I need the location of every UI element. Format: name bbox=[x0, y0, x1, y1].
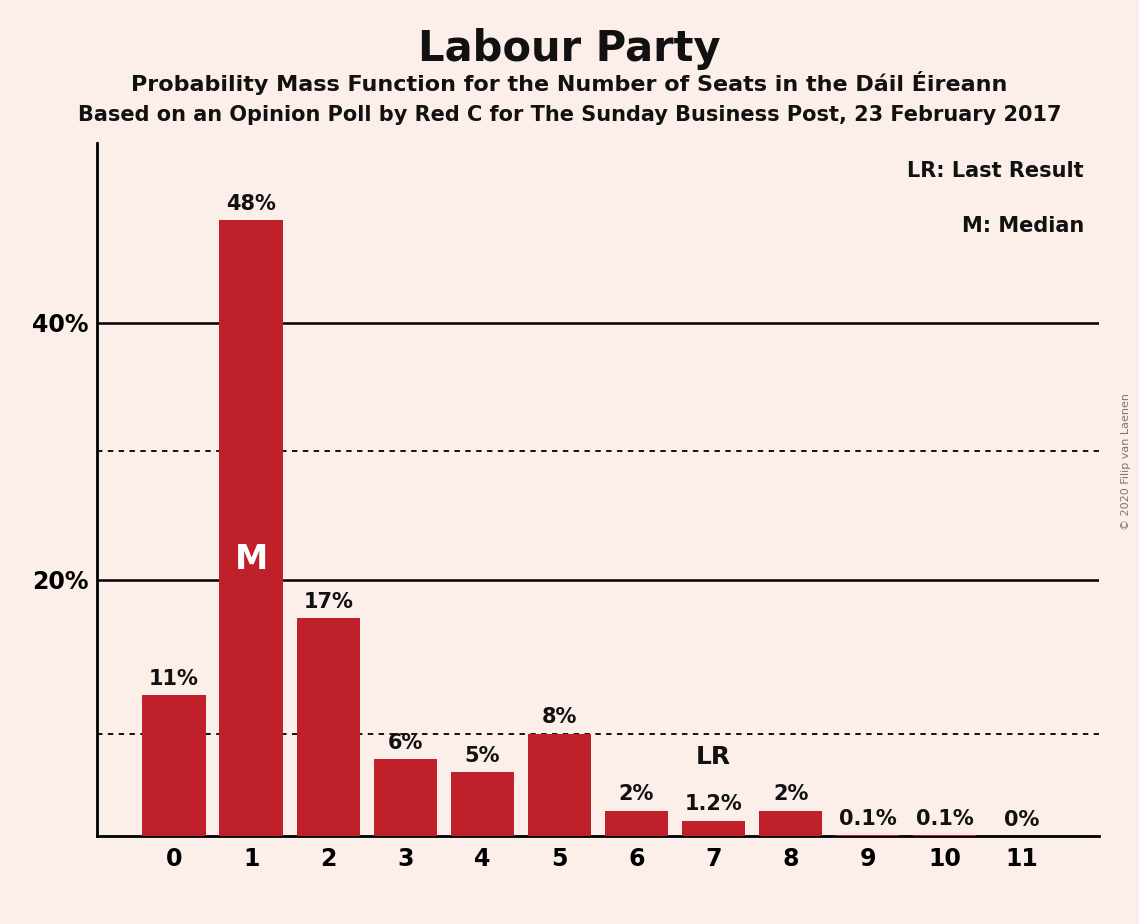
Bar bbox=[527, 734, 591, 836]
Bar bbox=[296, 618, 360, 836]
Bar bbox=[759, 810, 822, 836]
Bar bbox=[836, 835, 900, 836]
Text: © 2020 Filip van Laenen: © 2020 Filip van Laenen bbox=[1121, 394, 1131, 530]
Bar bbox=[220, 220, 282, 836]
Text: LR: LR bbox=[696, 746, 731, 770]
Text: 2%: 2% bbox=[618, 784, 654, 804]
Text: Based on an Opinion Poll by Red C for The Sunday Business Post, 23 February 2017: Based on an Opinion Poll by Red C for Th… bbox=[77, 105, 1062, 126]
Bar bbox=[142, 695, 205, 836]
Text: 6%: 6% bbox=[387, 733, 423, 753]
Text: Probability Mass Function for the Number of Seats in the Dáil Éireann: Probability Mass Function for the Number… bbox=[131, 71, 1008, 95]
Bar bbox=[913, 835, 976, 836]
Text: M: Median: M: Median bbox=[961, 216, 1084, 236]
Bar bbox=[451, 772, 514, 836]
Text: 0.1%: 0.1% bbox=[839, 808, 896, 829]
Text: 11%: 11% bbox=[149, 669, 199, 688]
Text: 8%: 8% bbox=[542, 707, 577, 727]
Text: 2%: 2% bbox=[773, 784, 809, 804]
Text: 1.2%: 1.2% bbox=[685, 795, 743, 814]
Text: M: M bbox=[235, 542, 268, 576]
Text: Labour Party: Labour Party bbox=[418, 28, 721, 69]
Text: 48%: 48% bbox=[227, 194, 276, 213]
Text: 0%: 0% bbox=[1005, 809, 1040, 830]
Text: 17%: 17% bbox=[303, 591, 353, 612]
Text: LR: Last Result: LR: Last Result bbox=[908, 161, 1084, 180]
Text: 0.1%: 0.1% bbox=[916, 808, 974, 829]
Text: 5%: 5% bbox=[465, 746, 500, 766]
Bar bbox=[682, 821, 745, 836]
Bar bbox=[605, 810, 669, 836]
Bar bbox=[374, 760, 437, 836]
